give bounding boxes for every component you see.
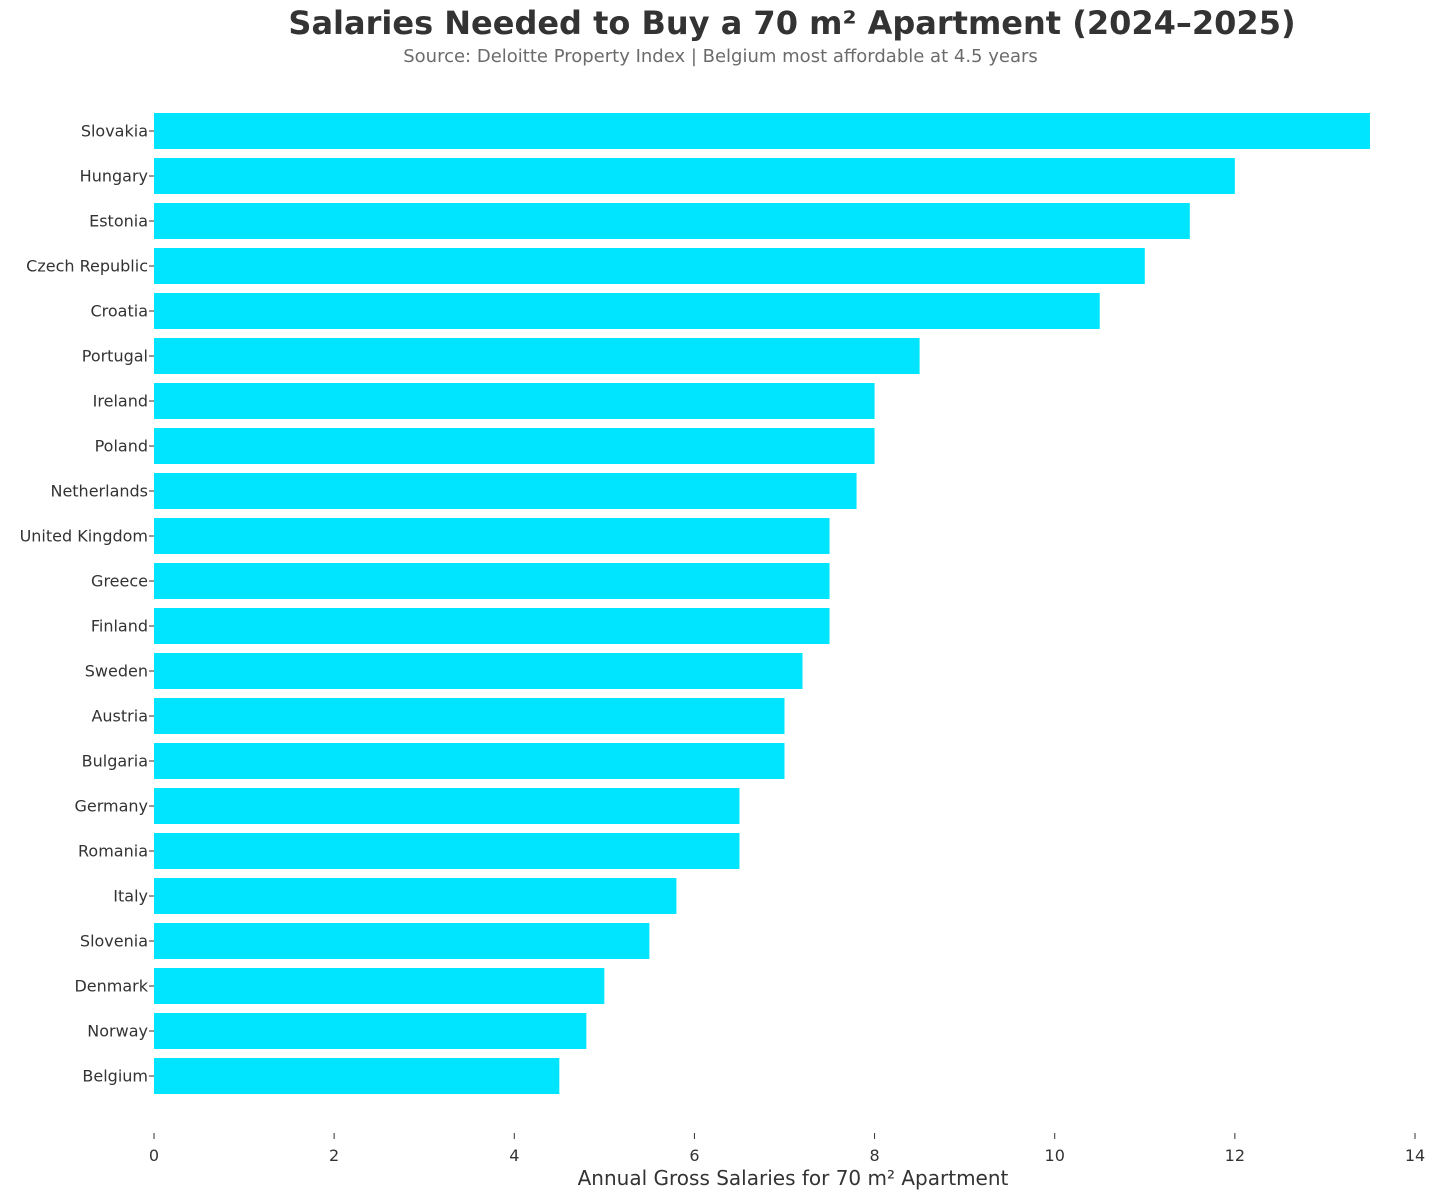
y-tick-label: Hungary [80,167,148,186]
x-axis: 0 2 4 6 8 10 12 14 [149,1133,1425,1165]
bar [154,203,1190,239]
x-tick-label: 14 [1405,1146,1425,1165]
x-tick-label: 4 [509,1146,519,1165]
bar [154,878,677,914]
bar [154,563,830,599]
x-tick-label: 10 [1045,1146,1065,1165]
y-tick-label: Germany [74,797,148,816]
y-tick-label: Slovenia [80,932,148,951]
bar [154,518,830,554]
y-tick-label: Greece [91,572,148,591]
y-tick-label: Estonia [89,212,148,231]
bar [154,923,650,959]
bars-layer [154,113,1370,1094]
bar [154,293,1100,329]
x-tick-label: 6 [689,1146,699,1165]
x-tick-label: 0 [149,1146,159,1165]
bar [154,743,785,779]
y-tick-label: Italy [113,887,148,906]
y-tick-label: Portugal [82,347,148,366]
x-tick-label: 2 [329,1146,339,1165]
y-tick-label: Finland [91,617,148,636]
y-tick-label: Netherlands [50,482,148,501]
chart-subtitle: Source: Deloitte Property Index | Belgiu… [403,46,1038,67]
y-tick-label: Ireland [93,392,148,411]
x-tick-label: 12 [1225,1146,1245,1165]
y-tick-label: Belgium [82,1067,148,1086]
bar [154,383,875,419]
x-tick-label: 8 [869,1146,879,1165]
x-axis-title: Annual Gross Salaries for 70 m² Apartmen… [578,1166,1009,1190]
bar [154,698,785,734]
y-tick-label: Austria [91,707,148,726]
bar [154,1013,587,1049]
y-tick-label: Sweden [85,662,148,681]
y-tick-label: Czech Republic [26,257,148,276]
y-tick-label: Denmark [74,977,148,996]
bar [154,158,1235,194]
y-tick-label: Bulgaria [82,752,148,771]
y-tick-label: Poland [95,437,148,456]
y-tick-label: Romania [78,842,148,861]
bar [154,1058,560,1094]
bar [154,338,920,374]
bar [154,608,830,644]
y-axis: Slovakia Hungary Estonia Czech Republic Croa… [20,122,154,1086]
bar [154,113,1370,149]
y-tick-label: Slovakia [81,122,148,141]
y-tick-label: United Kingdom [20,527,148,546]
y-tick-label: Norway [87,1022,148,1041]
chart-title: Salaries Needed to Buy a 70 m² Apartment… [288,4,1296,42]
bar [154,833,740,869]
bar [154,248,1145,284]
bar [154,428,875,464]
bar [154,968,605,1004]
bar [154,473,857,509]
bar [154,788,740,824]
bar [154,653,803,689]
y-tick-label: Croatia [90,302,148,321]
